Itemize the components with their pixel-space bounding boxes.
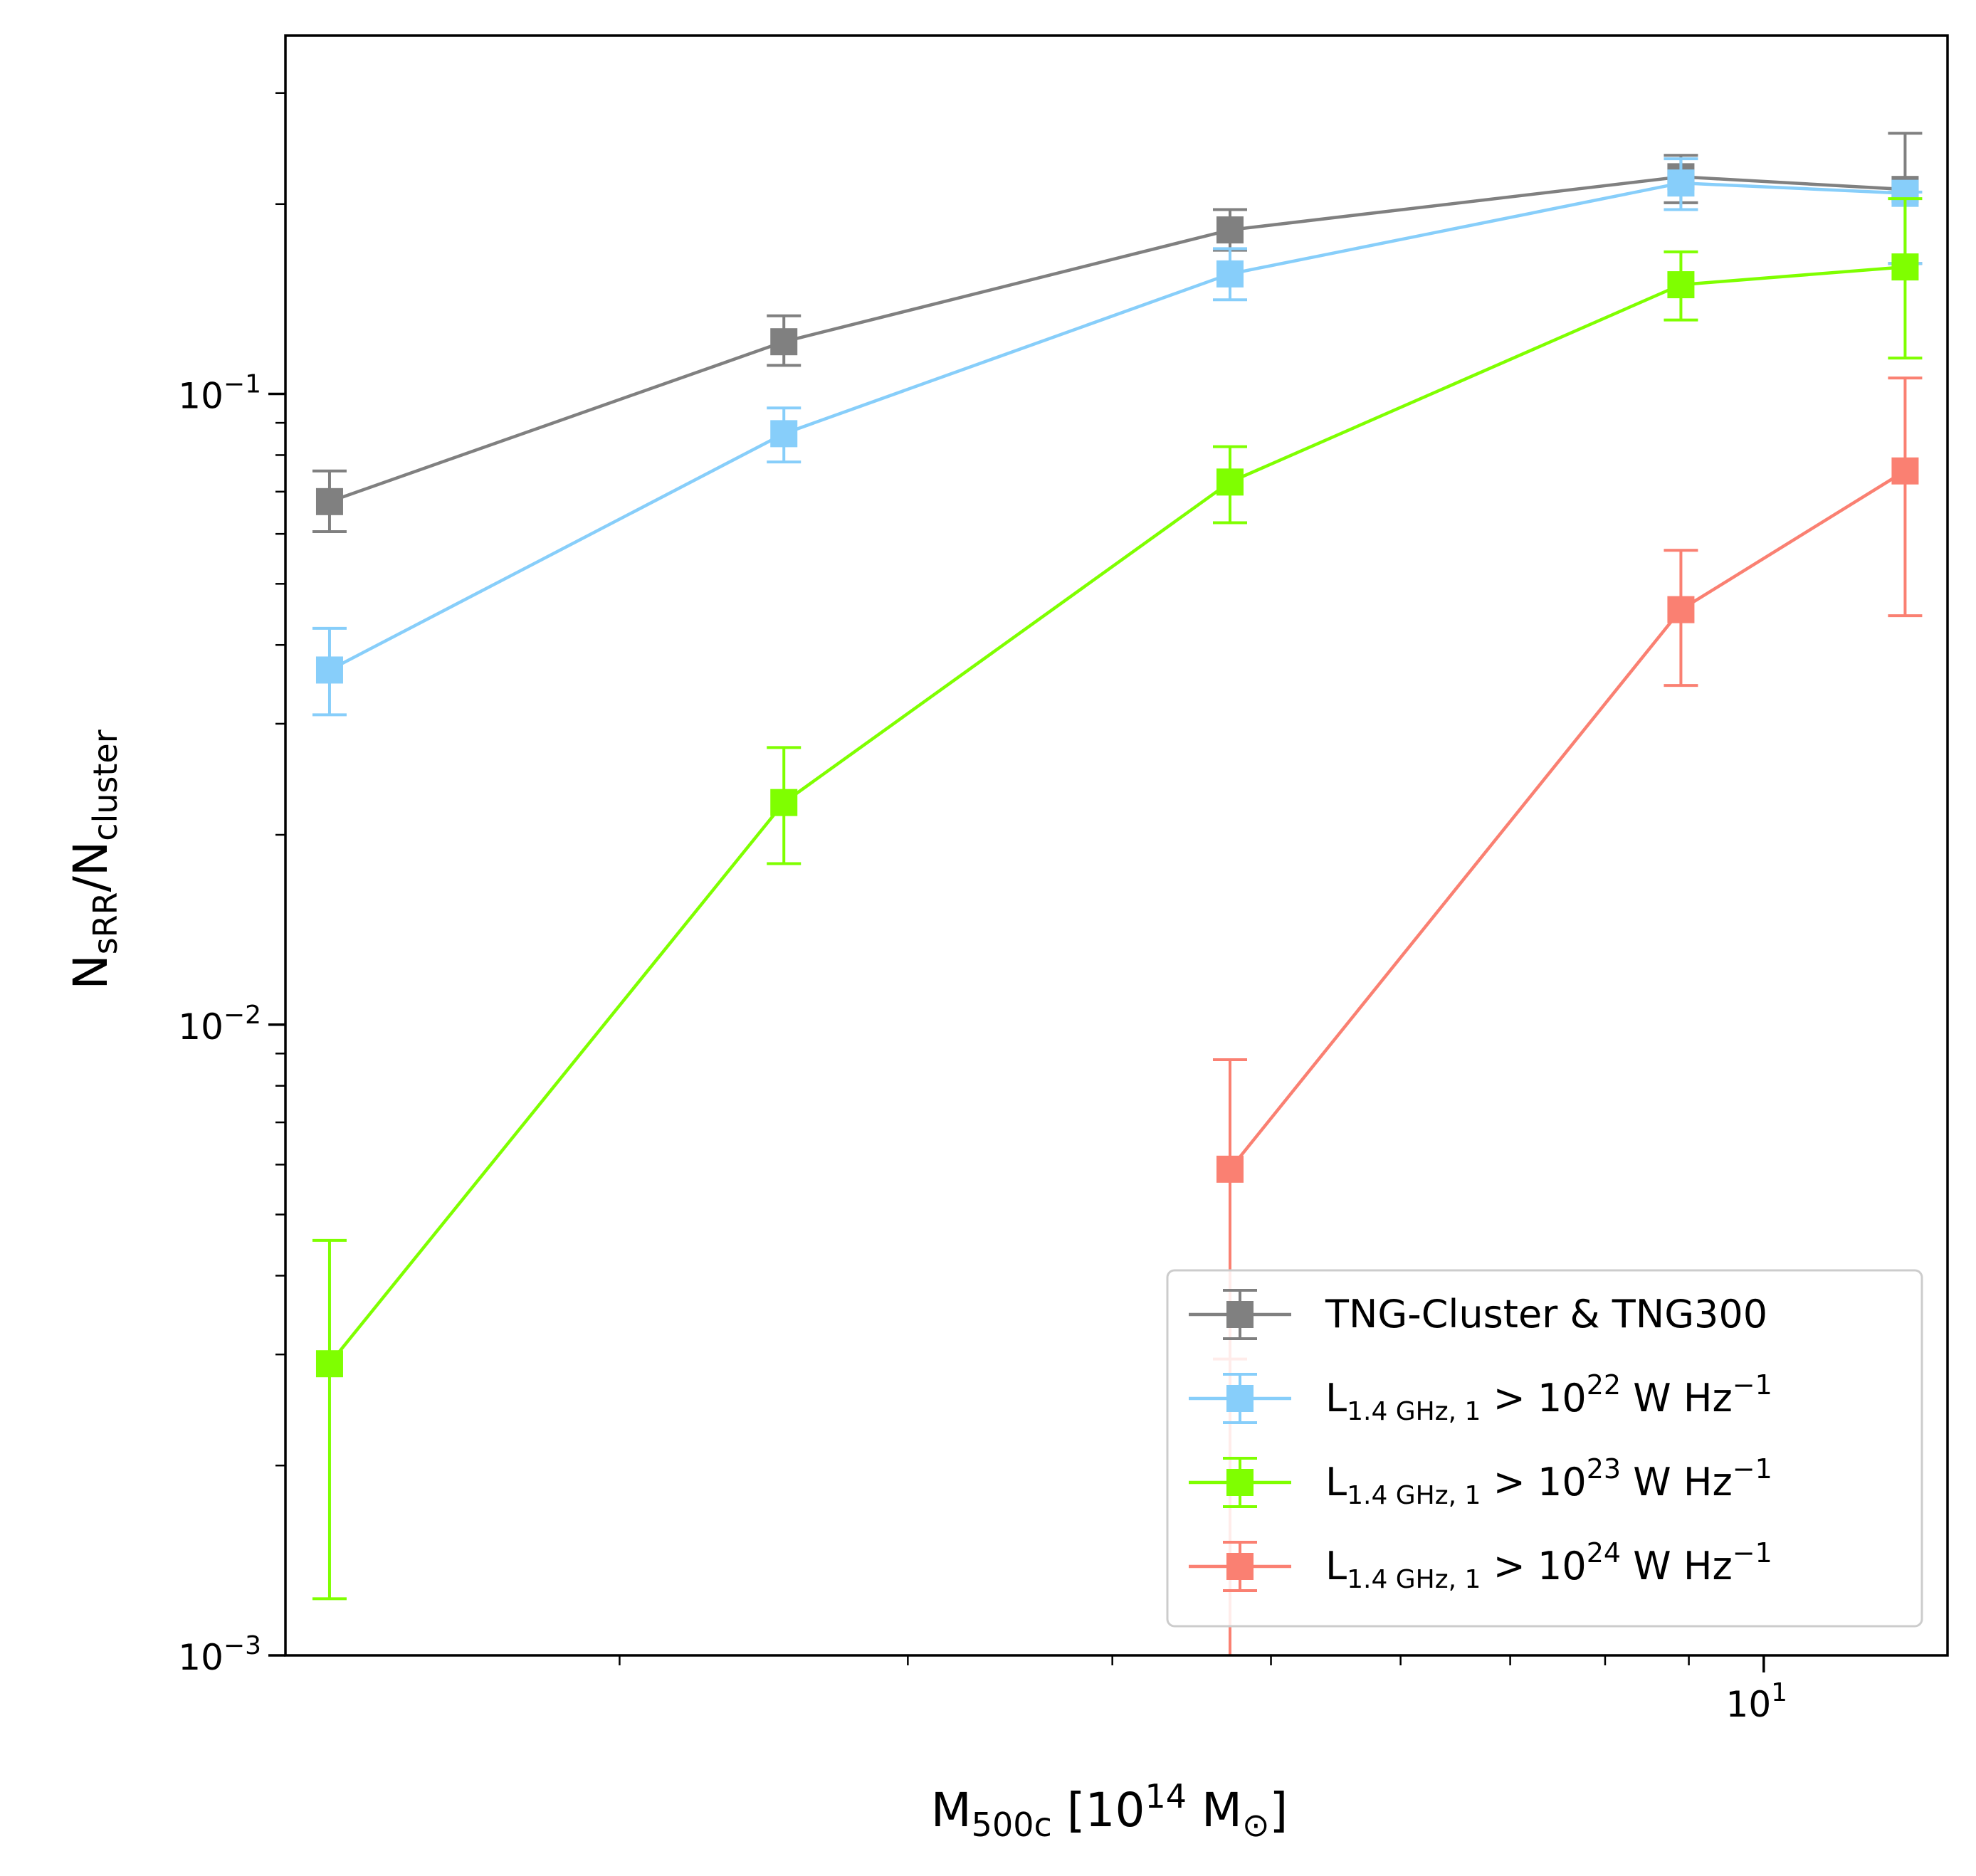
legend-label: L1.4 GHz, 1 > 1022 W Hz−1 bbox=[1325, 1369, 1772, 1426]
data-point bbox=[1667, 596, 1695, 623]
legend-text-sub: 1.4 GHz, 1 bbox=[1347, 1397, 1481, 1426]
data-point bbox=[770, 420, 798, 448]
legend-marker bbox=[1226, 1553, 1254, 1580]
legend-text-main: L bbox=[1325, 1376, 1347, 1421]
legend-text-mid: > 10 bbox=[1481, 1376, 1586, 1421]
x-label-main: M bbox=[931, 1783, 972, 1838]
legend-text-sup: 23 bbox=[1587, 1453, 1621, 1485]
series-1 bbox=[312, 157, 1923, 717]
legend-text: TNG-Cluster & TNG300 bbox=[1325, 1292, 1767, 1337]
legend-item: TNG-Cluster & TNG300 bbox=[1189, 1289, 1767, 1340]
x-tick-exp: 1 bbox=[1771, 1678, 1787, 1707]
x-tick-base: 10 bbox=[1726, 1684, 1772, 1725]
x-axis-label: M500c [1014 M⊙] bbox=[931, 1777, 1288, 1844]
legend-item: L1.4 GHz, 1 > 1024 W Hz−1 bbox=[1189, 1537, 1772, 1594]
y-tick-label: 10−2 bbox=[178, 1001, 261, 1048]
axes-frame bbox=[284, 34, 1949, 1657]
y-tick-label: 10−3 bbox=[178, 1631, 261, 1678]
legend-text-mid: > 10 bbox=[1481, 1460, 1586, 1505]
y-tick-base: 10 bbox=[178, 1637, 224, 1678]
x-tick-label: 101 bbox=[1726, 1678, 1788, 1725]
data-point bbox=[1891, 457, 1919, 485]
legend-text-unit: W Hz bbox=[1621, 1544, 1733, 1588]
data-point bbox=[315, 1350, 343, 1378]
legend-text-sup: 24 bbox=[1587, 1537, 1621, 1569]
x-label-close: ] bbox=[1270, 1783, 1288, 1838]
series-line bbox=[1229, 469, 1906, 1171]
legend-text-unit-sup: −1 bbox=[1733, 1537, 1772, 1569]
data-point bbox=[315, 656, 343, 684]
y-label-n: N bbox=[63, 954, 118, 989]
series-line bbox=[329, 175, 1906, 503]
y-tick-base: 10 bbox=[178, 1006, 224, 1048]
x-label-rest: [10 bbox=[1052, 1783, 1145, 1838]
data-point bbox=[770, 328, 798, 356]
legend-item: L1.4 GHz, 1 > 1023 W Hz−1 bbox=[1189, 1453, 1772, 1510]
x-label-unit-sub: ⊙ bbox=[1242, 1806, 1270, 1844]
legend-text-sub: 1.4 GHz, 1 bbox=[1347, 1565, 1481, 1594]
legend-item: L1.4 GHz, 1 > 1022 W Hz−1 bbox=[1189, 1369, 1772, 1426]
data-point bbox=[1891, 253, 1919, 281]
y-tick-exp: −1 bbox=[224, 370, 261, 399]
data-point bbox=[770, 789, 798, 816]
y-tick-base: 10 bbox=[178, 376, 224, 417]
legend-marker bbox=[1226, 1301, 1254, 1328]
legend-marker bbox=[1226, 1385, 1254, 1412]
data-point bbox=[1216, 1155, 1244, 1183]
legend-text-unit: W Hz bbox=[1621, 1460, 1733, 1505]
legend-label: L1.4 GHz, 1 > 1024 W Hz−1 bbox=[1325, 1537, 1772, 1594]
legend-text-unit: W Hz bbox=[1621, 1376, 1733, 1421]
data-point bbox=[1667, 169, 1695, 197]
series-2 bbox=[312, 197, 1923, 1601]
legend-label: L1.4 GHz, 1 > 1023 W Hz−1 bbox=[1325, 1453, 1772, 1510]
data-point bbox=[1216, 468, 1244, 496]
legend-text-sup: 22 bbox=[1587, 1369, 1621, 1401]
legend-text-main: L bbox=[1325, 1460, 1347, 1505]
legend-box bbox=[1166, 1269, 1923, 1628]
y-tick-exp: −2 bbox=[224, 1001, 261, 1030]
y-tick-exp: −3 bbox=[224, 1631, 261, 1660]
series-line bbox=[328, 265, 1906, 1365]
y-label-sub2: cluster bbox=[86, 729, 125, 841]
data-point bbox=[1667, 271, 1695, 299]
legend-text-unit-sup: −1 bbox=[1733, 1453, 1772, 1485]
legend-text-mid: > 10 bbox=[1481, 1544, 1586, 1588]
x-label-sup: 14 bbox=[1145, 1777, 1187, 1816]
data-point bbox=[1216, 216, 1244, 244]
series-layer bbox=[312, 132, 1923, 1655]
legend-text-sub: 1.4 GHz, 1 bbox=[1347, 1481, 1481, 1510]
y-axis-label: NsRR/Ncluster bbox=[63, 729, 125, 989]
data-point bbox=[1216, 260, 1244, 288]
data-point bbox=[315, 488, 343, 515]
y-label-slash: /N bbox=[63, 841, 118, 892]
x-label-unit: M bbox=[1187, 1783, 1242, 1838]
y-tick-label: 10−1 bbox=[178, 370, 261, 417]
legend-text-main: L bbox=[1325, 1544, 1347, 1588]
x-label-sub: 500c bbox=[972, 1806, 1052, 1844]
legend-label: TNG-Cluster & TNG300 bbox=[1325, 1292, 1767, 1337]
legend-marker bbox=[1226, 1469, 1254, 1496]
legend-text-unit-sup: −1 bbox=[1733, 1369, 1772, 1401]
y-label-sub1: sRR bbox=[86, 892, 125, 954]
